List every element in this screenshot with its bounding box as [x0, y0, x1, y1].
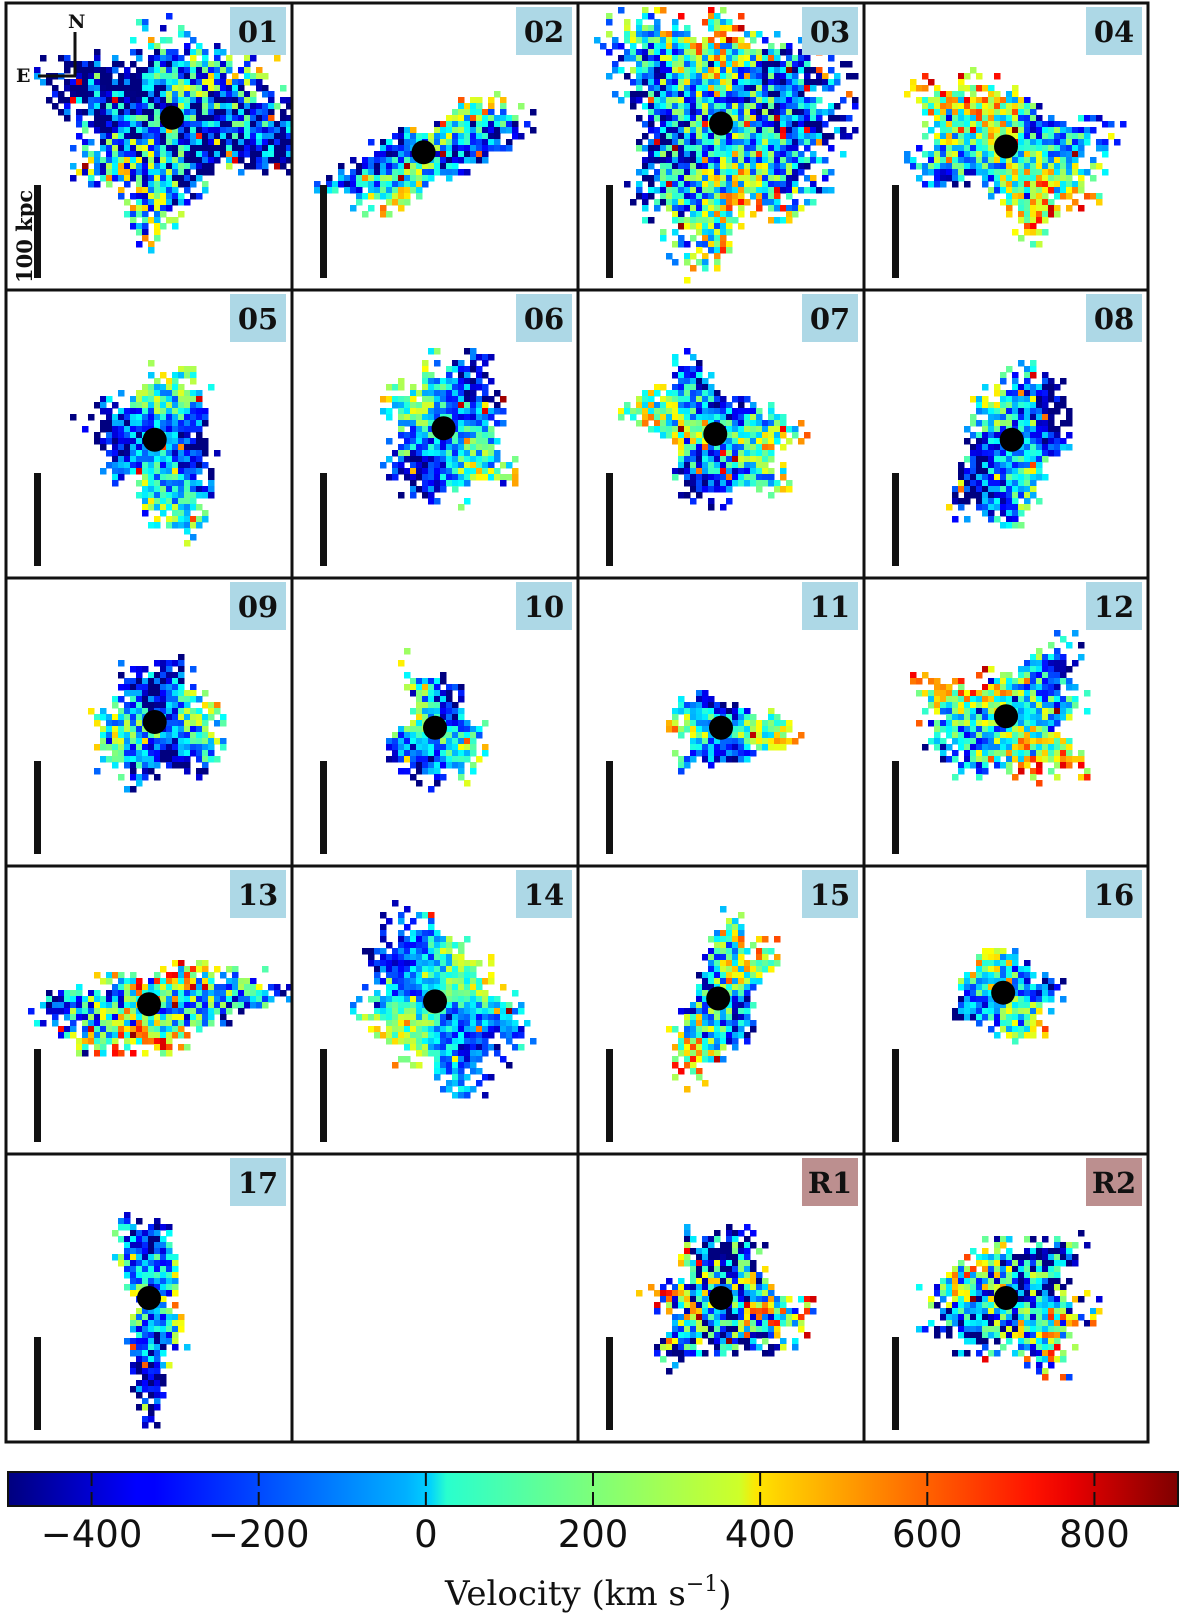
scale-bar [34, 1049, 41, 1142]
panel-label: 14 [524, 878, 564, 912]
panel-11: 11 [578, 578, 864, 866]
scale-bar [892, 185, 899, 278]
colorbar-tick-label: −200 [208, 1513, 310, 1556]
velocity-map-blob [70, 360, 221, 547]
panel-01: 01 [6, 3, 293, 290]
panel-label: 05 [238, 302, 278, 336]
panel-R1: R1 [578, 1154, 864, 1442]
scale-bar [606, 1337, 613, 1430]
scale-bar [34, 1337, 41, 1430]
colorbar-tick-label: 800 [1059, 1513, 1130, 1556]
colorbar-tick-label: 200 [558, 1513, 629, 1556]
panel-14: 14 [292, 866, 578, 1154]
bcg-marker [423, 989, 447, 1013]
panel-label: 16 [1094, 878, 1134, 912]
colorbar-tick-label: 0 [414, 1513, 438, 1556]
colorbar-tick-label: 400 [725, 1513, 796, 1556]
bcg-marker [143, 428, 167, 452]
panel-10: 10 [292, 578, 578, 866]
bcg-marker [1000, 428, 1024, 452]
scale-bar-label: 100 kpc [12, 190, 37, 283]
velocity-map-blob [904, 67, 1127, 248]
panel-02: 02 [292, 3, 578, 290]
panel-04: 04 [864, 3, 1148, 290]
bcg-marker [423, 716, 447, 740]
bcg-marker [137, 1286, 161, 1310]
compass-north-label: N [68, 11, 85, 33]
scale-bar [606, 761, 613, 854]
velocity-map-blob [112, 1212, 191, 1429]
panel-17: 17 [6, 1154, 292, 1442]
bcg-marker [994, 1286, 1018, 1310]
bcg-marker [994, 135, 1018, 159]
bcg-marker [709, 112, 733, 136]
panel-label: 12 [1094, 590, 1134, 624]
panel-15: 15 [578, 866, 864, 1154]
panel-label: 03 [810, 15, 850, 49]
panel-07: 07 [578, 290, 864, 578]
panel-05: 05 [6, 290, 292, 578]
compass-east-label: E [16, 65, 30, 87]
panel-16: 16 [864, 866, 1148, 1154]
velocity-map-blob [666, 690, 805, 775]
panel-label: 08 [1094, 302, 1134, 336]
panel-R2: R2 [864, 1154, 1148, 1442]
bcg-marker [412, 140, 436, 164]
scale-bar [320, 473, 327, 566]
panel-06: 06 [292, 290, 578, 578]
panel-label: 04 [1094, 15, 1134, 49]
panel-label: R1 [808, 1166, 852, 1200]
scale-bar [892, 473, 899, 566]
panel-empty [292, 1154, 578, 1442]
panel-label: 02 [524, 15, 564, 49]
bcg-marker [709, 1286, 733, 1310]
panel-label: 11 [810, 590, 850, 624]
bcg-marker [137, 992, 161, 1016]
panel-label: R2 [1092, 1166, 1136, 1200]
panel-border [292, 1154, 578, 1442]
panel-grid: 01 02 03 04 05 06 07 08 09 10 11 12 13 14 15 16 17 R1 R2 [6, 3, 1148, 1442]
colorbar-axis-label: Velocity (km s−1) [444, 1572, 732, 1614]
bcg-marker [143, 710, 167, 734]
panel-03: 03 [578, 3, 864, 290]
scale-bar [892, 761, 899, 854]
panel-13: 13 [6, 866, 293, 1154]
scale-bar [320, 761, 327, 854]
panel-label: 06 [524, 302, 564, 336]
compass: N E [16, 11, 85, 87]
scale-bar [320, 1049, 327, 1142]
panel-label: 13 [238, 878, 278, 912]
panel-12: 12 [864, 578, 1148, 866]
panel-label: 15 [810, 878, 850, 912]
bcg-marker [706, 986, 730, 1010]
scale-bar [34, 761, 41, 854]
panel-label: 07 [810, 302, 850, 336]
scale-bar [892, 1049, 899, 1142]
bcg-marker [994, 704, 1018, 728]
bcg-marker [160, 106, 184, 130]
scale-bar [606, 185, 613, 278]
bcg-marker [709, 716, 733, 740]
colorbar: −400 −200 0 200 400 600 800 Velocity (km s−1) [8, 1472, 1178, 1614]
scale-bar [606, 473, 613, 566]
bcg-marker [703, 422, 727, 446]
colorbar-tick-label: −400 [41, 1513, 143, 1556]
panel-label: 17 [238, 1166, 278, 1200]
bcg-marker [991, 981, 1015, 1005]
scale-bar [892, 1337, 899, 1430]
bcg-marker [432, 416, 456, 440]
panel-label: 10 [524, 590, 564, 624]
panel-label: 09 [238, 590, 278, 624]
scale-bar [34, 473, 41, 566]
scale-bar [320, 185, 327, 278]
scale-bar [606, 1049, 613, 1142]
colorbar-tick-label: 600 [892, 1513, 963, 1556]
panel-08: 08 [864, 290, 1148, 578]
panel-09: 09 [6, 578, 292, 866]
panel-label: 01 [238, 15, 278, 49]
